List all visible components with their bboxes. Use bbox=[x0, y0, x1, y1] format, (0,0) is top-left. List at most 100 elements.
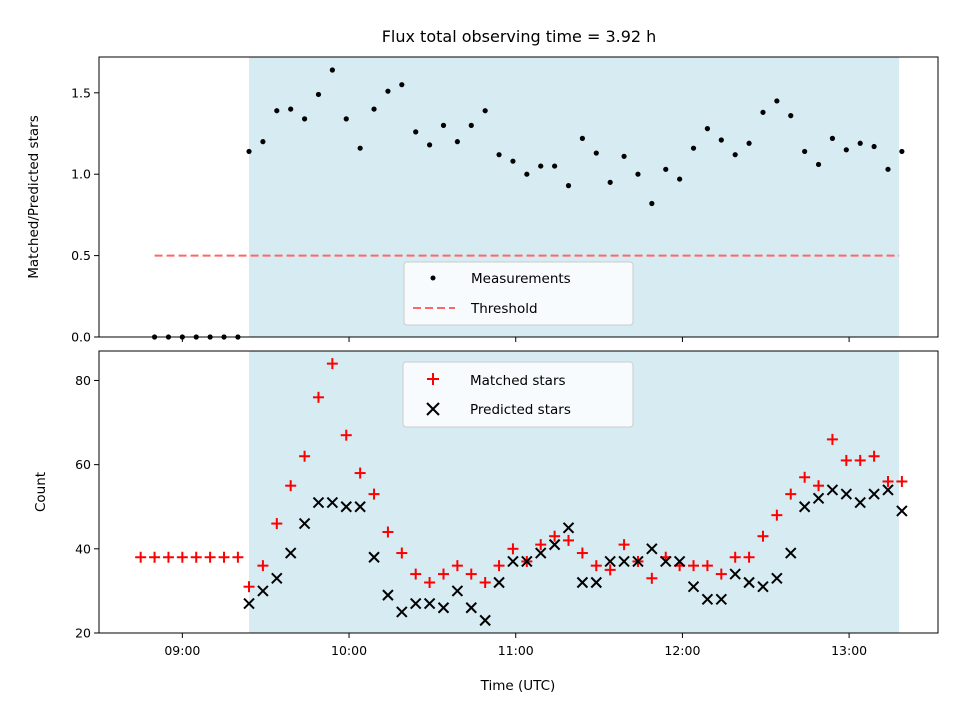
measurement-point bbox=[538, 163, 544, 169]
matched-star-point bbox=[826, 433, 838, 445]
measurement-point bbox=[440, 122, 447, 128]
predicted-star-point bbox=[757, 580, 769, 593]
predicted-star-point bbox=[507, 555, 519, 568]
predicted-star-point bbox=[729, 568, 741, 580]
measurement-point bbox=[746, 140, 752, 146]
bottom-xtick-label: 13:00 bbox=[831, 643, 867, 658]
bottom-xtick-label: 11:00 bbox=[498, 643, 534, 658]
predicted-star-point bbox=[771, 572, 783, 584]
matched-star-point bbox=[326, 358, 338, 370]
predicted-star-point bbox=[465, 602, 477, 614]
predicted-star-point bbox=[604, 555, 616, 568]
top-ytick-label: 1.0 bbox=[71, 167, 91, 182]
bottom-ylabel: Count bbox=[33, 472, 49, 512]
matched-star-point bbox=[590, 560, 602, 572]
predicted-star-point bbox=[743, 576, 755, 589]
bottom-legend: Matched stars Predicted stars bbox=[402, 361, 634, 428]
predicted-star-point bbox=[868, 488, 880, 500]
matched-star-point bbox=[135, 551, 147, 563]
matched-star-point bbox=[382, 526, 394, 538]
matched-star-point bbox=[451, 560, 463, 572]
measurement-point bbox=[802, 148, 808, 155]
matched-star-point bbox=[549, 530, 561, 542]
legend-threshold-label: Threshold bbox=[470, 301, 538, 317]
predicted-star-point bbox=[354, 501, 366, 513]
matched-star-point bbox=[896, 475, 908, 487]
matched-star-point bbox=[204, 551, 216, 563]
bottom-legend-box bbox=[402, 361, 634, 428]
measurement-point bbox=[260, 139, 266, 145]
bottom-xtick-label: 10:00 bbox=[331, 643, 367, 658]
measurement-point bbox=[565, 183, 572, 189]
predicted-star-point bbox=[590, 576, 602, 589]
measurement-point bbox=[718, 137, 724, 143]
top-ylabel: Matched/Predicted stars bbox=[26, 115, 42, 278]
matched-star-point bbox=[340, 429, 352, 441]
measurement-point bbox=[371, 106, 377, 112]
predicted-star-point bbox=[576, 576, 589, 589]
matched-star-point bbox=[354, 467, 366, 479]
matched-star-point bbox=[232, 551, 244, 563]
predicted-star-point bbox=[673, 555, 686, 568]
measurement-point bbox=[468, 122, 474, 128]
matched-star-point bbox=[868, 450, 880, 462]
measurement-point bbox=[704, 126, 711, 132]
predicted-star-point bbox=[326, 496, 339, 509]
legend-measurements-label: Measurements bbox=[471, 271, 571, 287]
measurement-point bbox=[621, 153, 627, 159]
measurement-point bbox=[593, 150, 599, 156]
matched-star-point bbox=[701, 560, 713, 572]
matched-star-point bbox=[257, 560, 269, 572]
measurement-point bbox=[246, 148, 252, 155]
matched-star-point bbox=[218, 551, 230, 563]
legend-matched-label: Matched stars bbox=[470, 373, 566, 389]
measurement-point bbox=[524, 171, 530, 177]
top-legend: Measurements Threshold bbox=[403, 261, 634, 326]
matched-star-point bbox=[243, 581, 255, 593]
bottom-panel: 20 40 60 80 09:00 10:00 11:00 12:00 13:00 Time … bbox=[33, 350, 939, 694]
predicted-star-point bbox=[701, 593, 714, 606]
matched-star-point bbox=[424, 576, 436, 588]
bottom-xtick-label: 09:00 bbox=[164, 643, 200, 658]
matched-star-point bbox=[840, 454, 852, 466]
measurement-point bbox=[899, 148, 905, 155]
predicted-star-point bbox=[271, 572, 283, 584]
measurement-point bbox=[301, 116, 308, 122]
measurement-point bbox=[663, 166, 669, 172]
predicted-star-point bbox=[437, 602, 450, 614]
matched-star-point bbox=[507, 543, 519, 555]
predicted-star-point bbox=[340, 501, 352, 513]
matched-star-point bbox=[785, 488, 797, 500]
matched-star-point bbox=[493, 560, 505, 572]
measurement-point bbox=[274, 108, 280, 114]
matched-star-point bbox=[271, 518, 283, 530]
measurement-point bbox=[315, 91, 322, 98]
bottom-xlabel: Time (UTC) bbox=[480, 678, 556, 694]
bottom-xtick-label: 12:00 bbox=[664, 643, 700, 658]
top-ytick-label: 0.5 bbox=[71, 248, 91, 263]
measurement-point bbox=[635, 171, 641, 177]
predicted-star-point bbox=[632, 555, 644, 568]
measurement-point bbox=[385, 88, 391, 94]
matched-star-point bbox=[576, 547, 588, 559]
bottom-axes-frame bbox=[98, 350, 939, 634]
measurement-point bbox=[871, 143, 877, 150]
legend-predicted-marker bbox=[426, 402, 440, 416]
chart-title: Flux total observing time = 3.92 h bbox=[382, 27, 657, 46]
predicted-star-point bbox=[854, 496, 866, 509]
legend-predicted-label: Predicted stars bbox=[470, 402, 571, 418]
matched-star-point bbox=[563, 534, 575, 546]
matched-star-point bbox=[799, 471, 811, 483]
predicted-star-point bbox=[715, 593, 728, 606]
top-legend-box bbox=[403, 261, 634, 326]
predicted-star-point bbox=[423, 597, 436, 610]
bottom-ytick-label: 80 bbox=[75, 373, 91, 388]
predicted-star-point bbox=[618, 555, 630, 568]
predicted-star-point bbox=[882, 484, 894, 496]
matched-star-point bbox=[535, 539, 547, 551]
predicted-star-point bbox=[826, 484, 839, 496]
measurement-point bbox=[829, 135, 836, 141]
measurement-point bbox=[343, 116, 349, 122]
measurement-point bbox=[426, 142, 433, 148]
